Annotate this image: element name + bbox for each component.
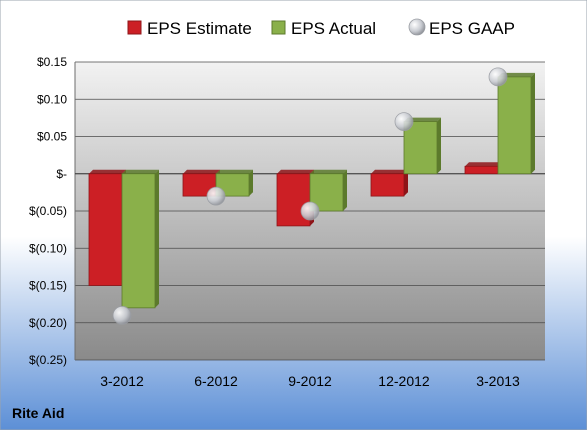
actual-bar-side [437,117,441,174]
y-tick-label: $0.15 [37,55,67,69]
y-tick-label: $(0.20) [29,316,67,330]
actual-bar [121,173,156,309]
estimate-bar-side [404,169,408,197]
estimate-bar-top [183,169,220,174]
estimate-bar-top [277,169,314,174]
legend-actual-swatch [271,20,286,35]
y-tick-label: $(0.05) [29,204,67,218]
actual-bar [403,121,438,175]
y-tick-label: $- [56,167,67,181]
estimate-bar [88,173,123,286]
estimate-bar [464,165,499,175]
legend-label: EPS GAAP [429,19,515,38]
gaap-marker [394,112,414,131]
gaap-marker [488,67,508,87]
actual-bar-top [310,169,347,174]
y-tick-label: $(0.10) [29,241,67,255]
actual-bar-side [531,72,535,174]
x-axis-ticks: 3-2012 6-2012 9-2012 12-2012 3-2013 [100,373,520,389]
gaap-marker [300,201,320,221]
y-tick-label: $(0.25) [29,353,67,367]
x-tick-label: 9-2012 [288,373,332,389]
y-tick-label: $0.10 [37,92,67,106]
company-label: Rite Aid [12,405,64,421]
x-tick-label: 3-2013 [476,373,520,389]
estimate-bar-top [465,162,502,167]
gaap-marker [206,186,226,206]
x-tick-label: 12-2012 [378,373,430,389]
legend-estimate-swatch [127,20,142,35]
legend-label: EPS Estimate [147,19,252,38]
actual-bar-top [216,169,253,174]
estimate-bar-top [371,169,408,174]
actual-bar-side [343,169,347,211]
actual-bar-top [122,169,159,174]
gaap-marker [112,305,132,325]
gaap-markers [112,67,508,325]
y-tick-label: $0.05 [37,130,67,144]
estimate-bar-top [89,169,126,174]
x-tick-label: 3-2012 [100,373,144,389]
estimate-bar [370,173,405,197]
legend-gaap-swatch [408,18,426,36]
x-tick-label: 6-2012 [194,373,238,389]
actual-bar-side [155,169,159,308]
legend: EPS Estimate EPS Actual EPS GAAP [127,18,515,38]
actual-bar [497,76,532,175]
y-axis-ticks: $0.15 $0.10 $0.05 $- $(0.05) $(0.10) $(0.15) $(… [29,55,67,367]
legend-label: EPS Actual [291,19,376,38]
actual-bar [215,173,250,197]
y-tick-label: $(0.15) [29,279,67,293]
actual-bar-side [249,169,253,197]
